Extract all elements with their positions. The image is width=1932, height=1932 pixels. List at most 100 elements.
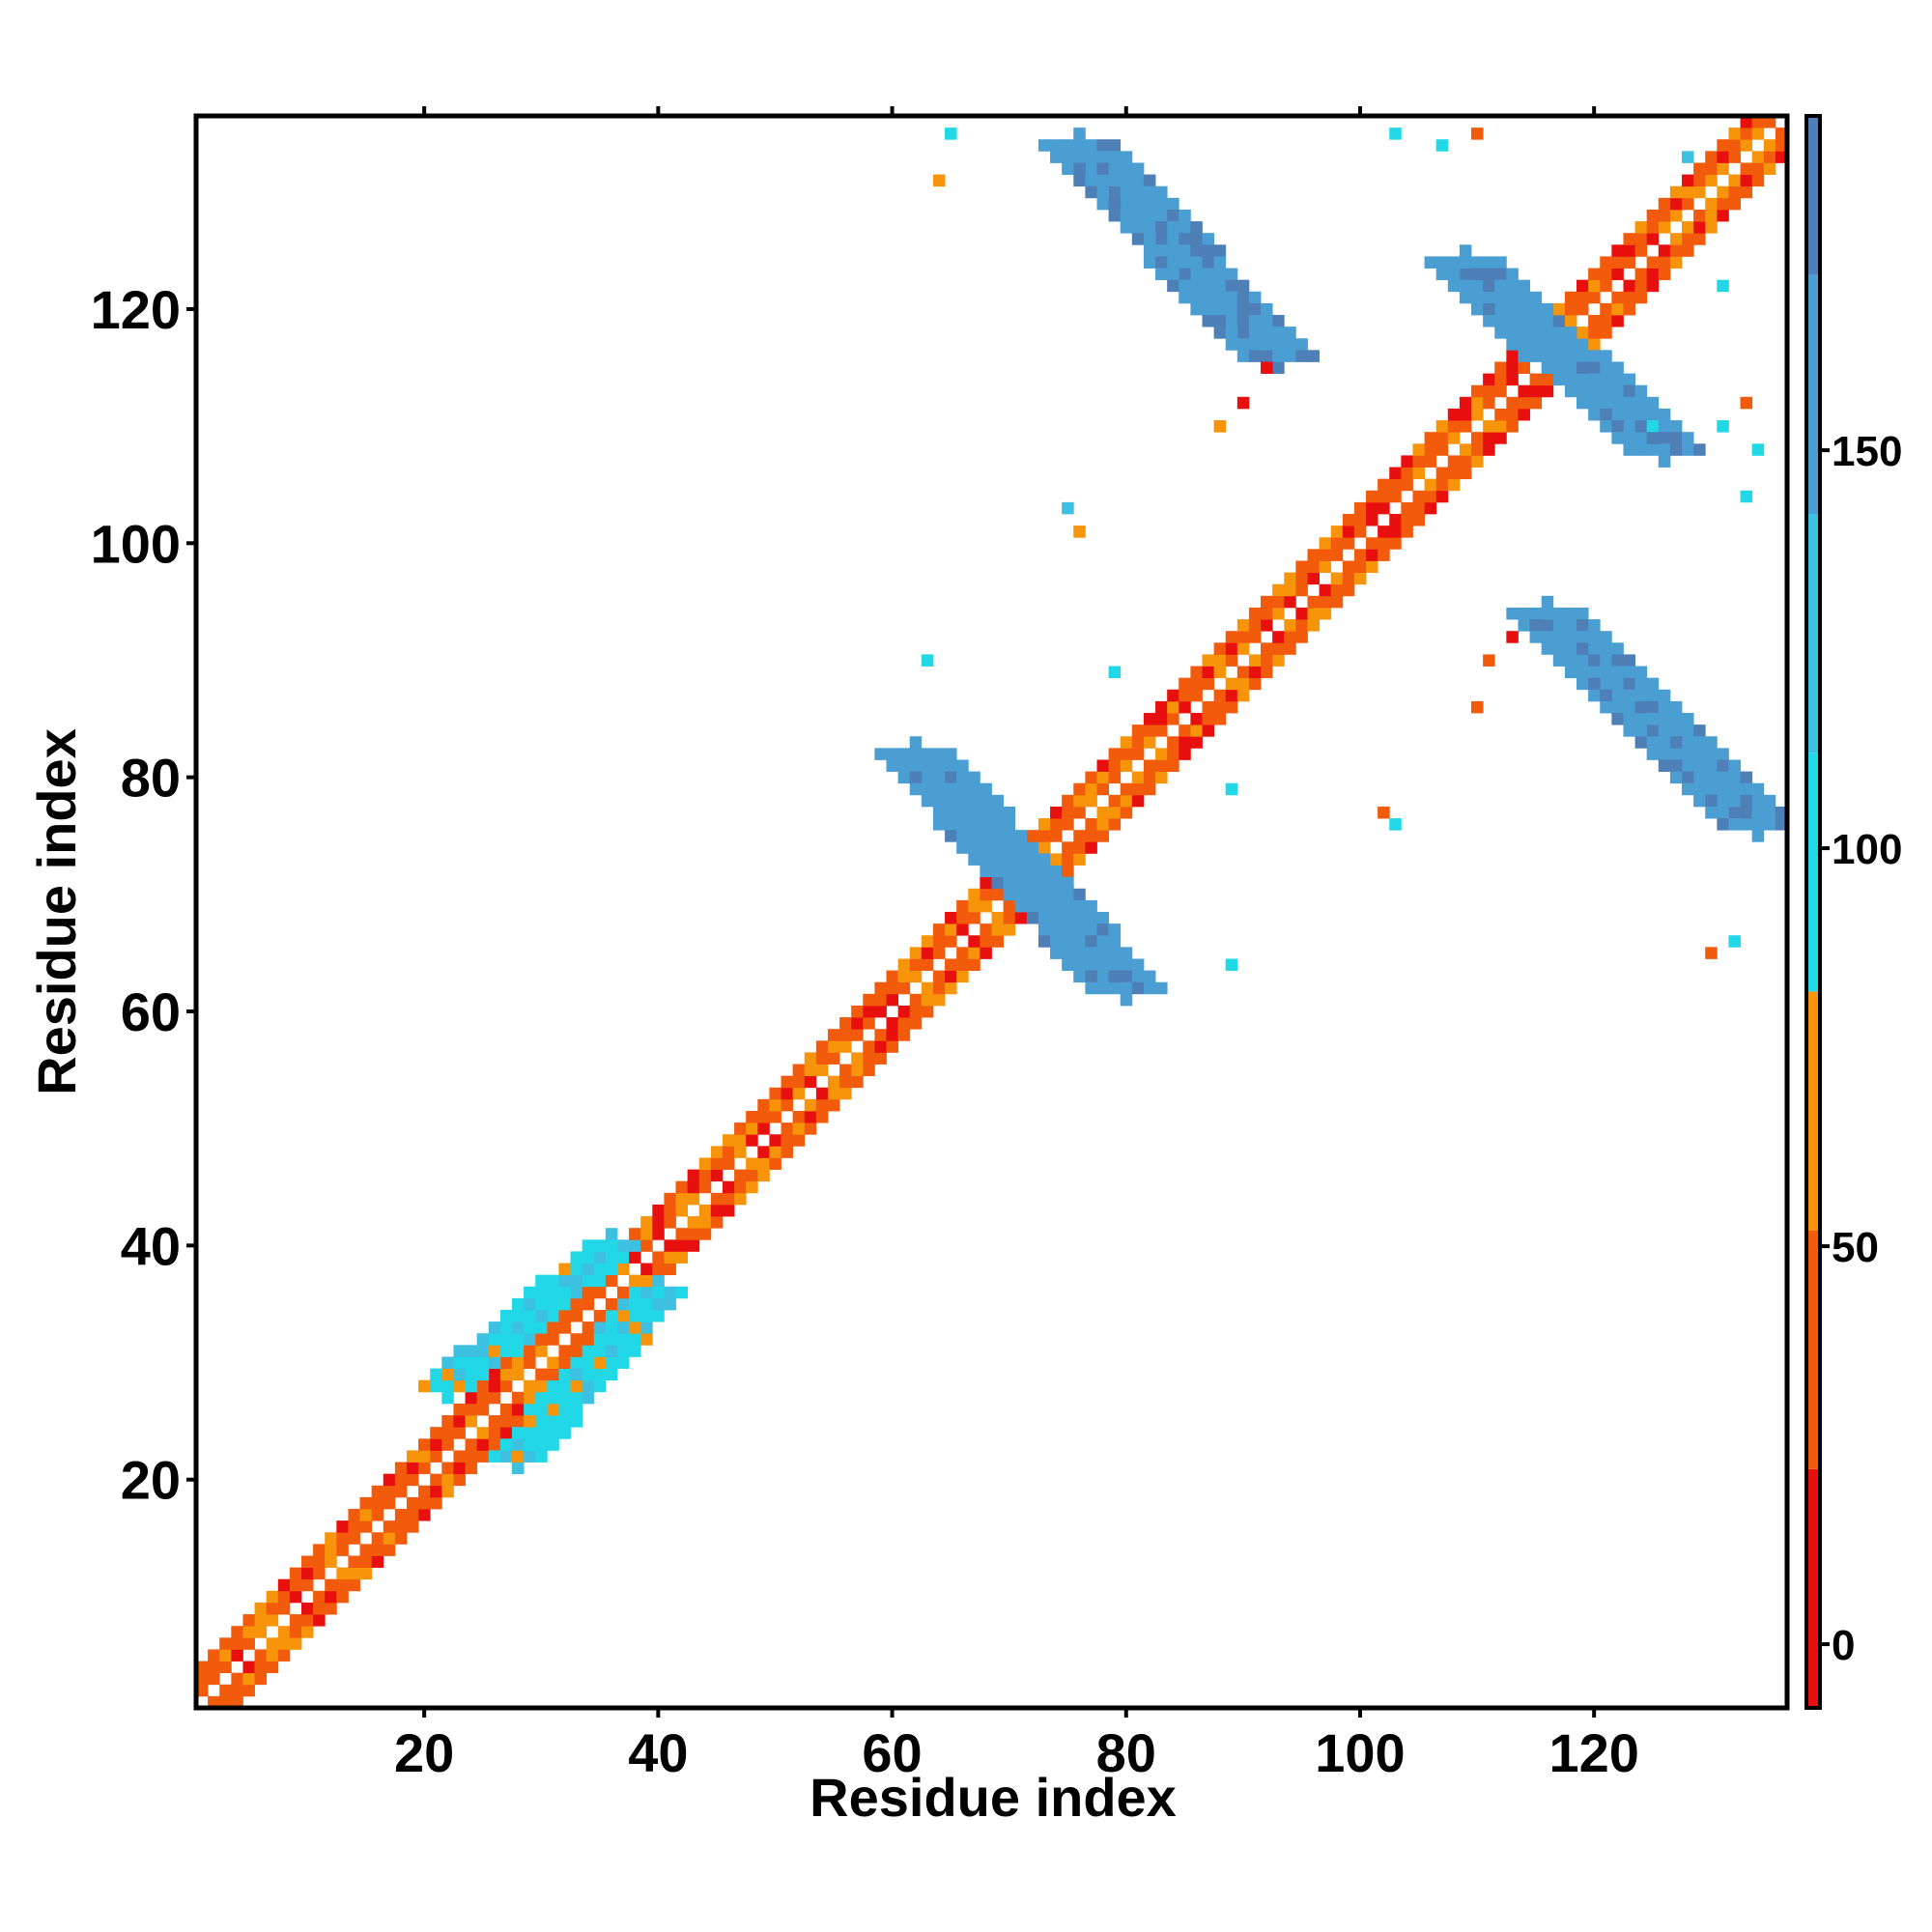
heatmap-cell xyxy=(394,1473,408,1487)
heatmap-cell xyxy=(582,1263,595,1276)
heatmap-cell xyxy=(558,1391,571,1405)
heatmap-cell xyxy=(196,1684,209,1697)
heatmap-cell xyxy=(664,1216,676,1229)
heatmap-cell xyxy=(1693,759,1706,772)
heatmap-cell xyxy=(1424,256,1437,269)
heatmap-cell xyxy=(1272,642,1285,655)
heatmap-cell xyxy=(1447,256,1461,269)
heatmap-cell xyxy=(1611,384,1624,398)
heatmap-cell xyxy=(897,958,911,971)
heatmap-cell xyxy=(1577,654,1589,667)
heatmap-cell xyxy=(1658,268,1671,281)
heatmap-cell xyxy=(1202,713,1214,725)
heatmap-cell xyxy=(1014,853,1028,866)
heatmap-cell xyxy=(499,1438,513,1451)
heatmap-cell xyxy=(1541,350,1554,362)
heatmap-cell xyxy=(1284,631,1296,643)
heatmap-cell xyxy=(956,841,969,854)
heatmap-cell xyxy=(359,1567,373,1580)
heatmap-cell xyxy=(781,1146,794,1158)
heatmap-cell xyxy=(231,1695,243,1709)
heatmap-cell xyxy=(1225,279,1238,293)
heatmap-cell xyxy=(547,1403,559,1416)
heatmap-cell xyxy=(1108,209,1122,222)
heatmap-cell xyxy=(1190,677,1203,691)
heatmap-cell xyxy=(359,1509,373,1521)
heatmap-cell xyxy=(1131,724,1145,737)
heatmap-cell xyxy=(348,1520,360,1533)
heatmap-cell xyxy=(746,1157,758,1170)
heatmap-cell xyxy=(1611,654,1624,667)
heatmap-cell xyxy=(1353,560,1367,573)
heatmap-cell xyxy=(1577,607,1589,620)
heatmap-cell xyxy=(1669,420,1683,433)
heatmap-cell xyxy=(1050,830,1063,842)
heatmap-cell xyxy=(511,1415,525,1428)
heatmap-cell xyxy=(1447,432,1461,444)
heatmap-cell xyxy=(476,1333,490,1346)
heatmap-cell xyxy=(897,759,911,772)
heatmap-cell xyxy=(1389,537,1402,550)
heatmap-cell xyxy=(1751,116,1765,128)
heatmap-cell xyxy=(1728,151,1741,163)
heatmap-cell xyxy=(1225,327,1238,339)
heatmap-cell xyxy=(1435,256,1449,269)
heatmap-cell xyxy=(956,958,969,971)
heatmap-cell xyxy=(242,1637,255,1650)
heatmap-cell xyxy=(734,1180,747,1194)
heatmap-cell xyxy=(1319,560,1332,573)
heatmap-cell xyxy=(1577,279,1589,293)
heatmap-cell xyxy=(1037,935,1051,948)
heatmap-cell xyxy=(1353,514,1367,526)
heatmap-cell xyxy=(886,759,899,772)
heatmap-cell xyxy=(1693,782,1706,796)
heatmap-cell xyxy=(616,1345,630,1357)
heatmap-cell xyxy=(1014,830,1028,842)
heatmap-cell xyxy=(1037,818,1051,831)
heatmap-cell xyxy=(453,1415,466,1428)
heatmap-cell xyxy=(1459,291,1472,304)
heatmap-cell xyxy=(687,1216,700,1229)
heatmap-cell xyxy=(734,1146,747,1158)
heatmap-cell xyxy=(406,1520,419,1533)
heatmap-cell xyxy=(1179,244,1191,257)
heatmap-cell xyxy=(406,1462,419,1475)
heatmap-cell xyxy=(1073,935,1086,948)
heatmap-cell xyxy=(570,1356,583,1369)
heatmap-cell xyxy=(476,1450,490,1463)
heatmap-cell xyxy=(1506,338,1519,351)
heatmap-cell xyxy=(1717,139,1729,152)
heatmap-cell xyxy=(1658,759,1671,772)
heatmap-cell xyxy=(418,1496,431,1510)
heatmap-cell xyxy=(558,1415,571,1428)
heatmap-cell xyxy=(1073,526,1086,538)
heatmap-cell xyxy=(1506,315,1519,327)
heatmap-cell xyxy=(874,1052,887,1065)
heatmap-cell xyxy=(1611,666,1624,679)
heatmap-cell xyxy=(1728,139,1741,152)
heatmap-cell xyxy=(1295,350,1308,362)
heatmap-cell xyxy=(1564,338,1577,351)
heatmap-cell xyxy=(1131,748,1145,760)
heatmap-cell xyxy=(1085,912,1097,924)
heatmap-cell xyxy=(1342,537,1355,550)
heatmap-cell xyxy=(1435,443,1449,456)
heatmap-cell xyxy=(1529,338,1543,351)
heatmap-cell xyxy=(675,1251,689,1264)
heatmap-cell xyxy=(1108,970,1122,983)
heatmap-cell xyxy=(1693,162,1706,175)
heatmap-cell xyxy=(1085,818,1097,831)
heatmap-cell xyxy=(1073,841,1086,854)
heatmap-cell xyxy=(1693,794,1706,808)
heatmap-cell xyxy=(640,1239,653,1252)
heatmap-cell xyxy=(1646,420,1660,433)
x-tick-label: 40 xyxy=(628,1722,688,1783)
heatmap-cell xyxy=(1108,185,1122,199)
heatmap-cell xyxy=(1611,677,1624,691)
heatmap-cell xyxy=(277,1590,291,1604)
heatmap-cell xyxy=(1401,526,1413,538)
heatmap-cell xyxy=(488,1333,501,1346)
heatmap-cell xyxy=(1131,981,1145,995)
heatmap-cell xyxy=(734,1192,747,1206)
heatmap-cell xyxy=(1412,501,1425,515)
